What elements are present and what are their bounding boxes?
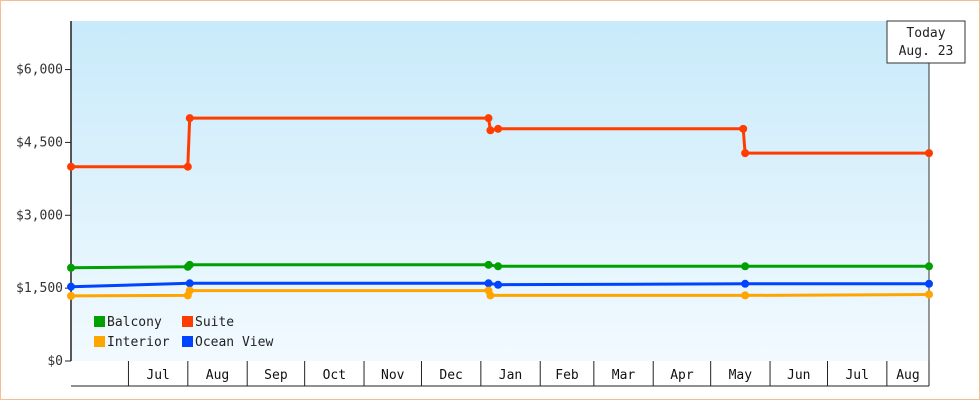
data-point-suite (925, 149, 933, 158)
x-tick-label: Jun (787, 368, 810, 383)
legend-swatch-balcony (94, 316, 105, 327)
data-point-balcony (741, 262, 750, 271)
legend-label-ocean-view: Ocean View (195, 335, 273, 350)
series-line-ocean-view (70, 281, 929, 289)
legend-label-interior: Interior (107, 335, 170, 350)
plot-area (71, 21, 929, 361)
x-tick-label: Apr (670, 368, 694, 383)
legend: Balcony Suite Interior Ocean View (94, 315, 273, 350)
x-tick-label: Aug (206, 368, 229, 383)
data-point-suite (486, 126, 495, 135)
data-point-suite (484, 114, 493, 123)
data-point-ocean-view (67, 282, 75, 291)
data-point-interior (925, 290, 933, 299)
data-point-ocean-view (925, 279, 933, 288)
y-tick-label: $3,000 (16, 208, 63, 223)
legend-label-suite: Suite (195, 315, 234, 330)
x-tick-label: Aug (896, 368, 919, 383)
data-point-suite (494, 124, 503, 133)
x-tick-label: Feb (555, 368, 579, 383)
today-label: Today (906, 26, 945, 41)
legend-swatch-interior (94, 336, 105, 347)
x-tick-label: Jul (845, 368, 868, 383)
data-point-interior (185, 286, 194, 295)
data-point-balcony (925, 262, 933, 271)
data-point-suite (741, 149, 750, 158)
y-tick-label: $1,500 (16, 281, 63, 296)
data-point-suite (739, 124, 748, 133)
y-axis: $0 $1,500 $3,000 $4,500 $6,000 (16, 21, 72, 369)
data-point-balcony (185, 260, 194, 269)
data-point-interior (741, 291, 750, 300)
x-axis: Jul Aug Sep Oct Nov Dec Jan Feb Mar Apr May Jun Jul A… (71, 21, 930, 387)
x-tick-label: May (729, 368, 753, 383)
today-date: Aug. 23 (899, 44, 954, 59)
x-tick-label: Dec (439, 368, 462, 383)
data-point-ocean-view (741, 279, 750, 288)
data-point-balcony (484, 260, 493, 269)
data-point-suite (185, 114, 194, 123)
data-point-suite (183, 162, 192, 171)
data-point-ocean-view (494, 280, 503, 289)
data-point-balcony (67, 263, 75, 272)
data-point-ocean-view (484, 279, 493, 288)
legend-swatch-ocean-view (182, 336, 193, 347)
data-point-ocean-view (185, 279, 194, 288)
data-point-interior (67, 291, 75, 300)
x-tick-label: Nov (381, 368, 405, 383)
today-box (886, 20, 966, 64)
today-annotation: Today Aug. 23 (886, 20, 966, 64)
data-point-suite (67, 162, 75, 171)
y-tick-label: $6,000 (16, 63, 63, 78)
x-tick-label: Mar (612, 368, 636, 383)
y-tick-label: $4,500 (16, 135, 63, 150)
x-tick-label: Jul (146, 368, 169, 383)
legend-label-balcony: Balcony (107, 315, 162, 330)
data-point-balcony (494, 262, 503, 271)
data-point-interior (486, 291, 495, 300)
series-points (67, 114, 933, 300)
x-tick-label: Jan (499, 368, 522, 383)
y-tick-label: $0 (47, 354, 63, 369)
x-tick-label: Sep (264, 368, 288, 383)
x-tick-label: Oct (323, 368, 346, 383)
legend-swatch-suite (182, 316, 193, 327)
